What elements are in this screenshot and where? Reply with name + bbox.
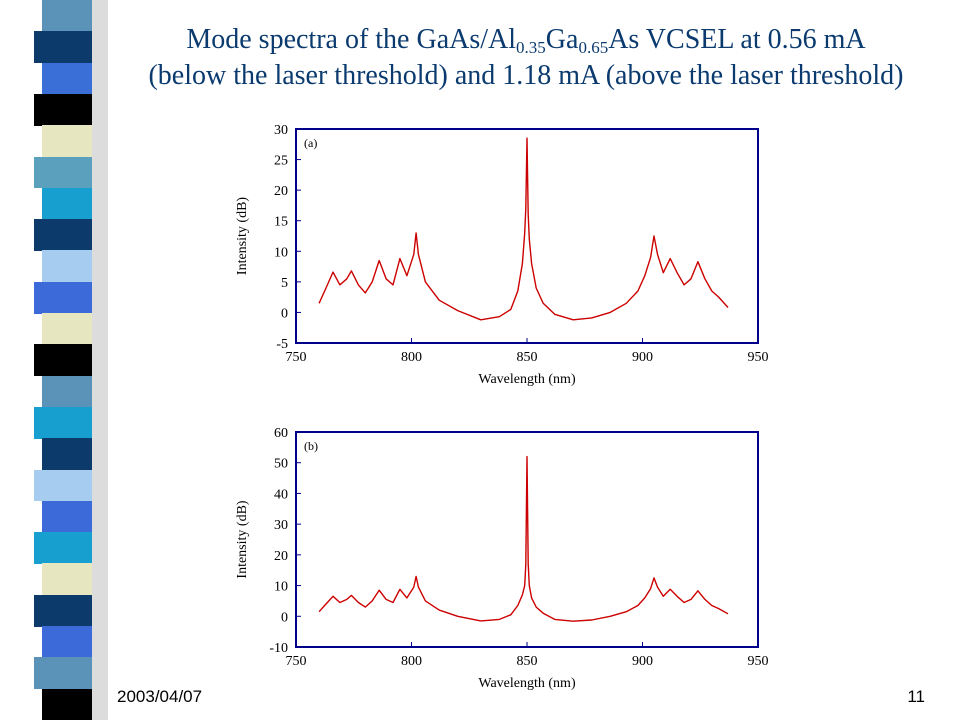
decorative-stripe	[34, 406, 92, 439]
decorative-stripe	[34, 31, 92, 64]
x-tick-label: 950	[748, 654, 769, 669]
decorative-stripe	[34, 281, 92, 314]
spectrum-line	[318, 137, 729, 321]
y-tick-label: 15	[274, 215, 288, 230]
title-line-1: Mode spectra of the GaAs/Al0.35Ga0.65As …	[186, 24, 866, 57]
x-tick-label: 750	[286, 654, 307, 669]
footer-date: 2003/04/07	[117, 687, 203, 706]
x-tick-label: 800	[401, 350, 422, 365]
y-tick-label: 50	[274, 457, 288, 472]
x-axis-title: Wavelength (nm)	[478, 372, 576, 387]
y-axis-title: Intensity (dB)	[235, 500, 250, 578]
x-tick-label: 750	[286, 350, 307, 365]
decorative-stripe	[34, 532, 92, 564]
panel-label: (b)	[304, 439, 318, 453]
decorative-stripe	[42, 62, 92, 95]
x-tick-label: 800	[401, 654, 422, 669]
y-tick-label: 40	[274, 487, 288, 502]
decorative-stripe-edge	[92, 0, 108, 720]
x-tick-label: 850	[517, 350, 538, 365]
x-axis-title: Wavelength (nm)	[478, 676, 576, 691]
page-number: 11	[907, 687, 925, 706]
x-tick-label: 950	[748, 350, 769, 365]
decorative-stripe	[42, 187, 92, 220]
panel-label: (a)	[304, 136, 317, 150]
y-tick-label: 0	[281, 610, 288, 625]
decorative-stripe	[42, 500, 92, 533]
y-tick-label: 10	[274, 580, 288, 595]
y-tick-label: 0	[281, 306, 288, 321]
y-tick-label: 25	[274, 154, 288, 169]
decorative-stripe	[42, 0, 92, 32]
decorative-stripe	[34, 657, 92, 690]
decorative-stripe	[34, 93, 92, 126]
y-tick-label: -10	[269, 641, 288, 656]
x-tick-label: 900	[632, 654, 653, 669]
decorative-stripe	[42, 250, 92, 283]
y-axis-title: Intensity (dB)	[235, 197, 250, 275]
decorative-stripe	[42, 688, 92, 720]
x-tick-label: 850	[517, 654, 538, 669]
y-tick-label: -5	[276, 337, 288, 352]
decorative-stripe	[42, 313, 92, 345]
decorative-stripe	[34, 594, 92, 627]
y-tick-label: 20	[274, 549, 288, 564]
decorative-stripe	[34, 156, 92, 189]
x-tick-label: 900	[632, 350, 653, 365]
decorative-stripe	[34, 344, 92, 377]
decorative-stripe-bar	[0, 0, 110, 720]
slide-title: Mode spectra of the GaAs/Al0.35Ga0.65As …	[92, 22, 960, 94]
decorative-stripe	[42, 563, 92, 596]
decorative-stripe	[42, 375, 92, 408]
decorative-stripe	[42, 438, 92, 471]
y-tick-label: 5	[281, 276, 288, 291]
title-line-2: (below the laser threshold) and 1.18 mA …	[148, 60, 904, 91]
decorative-stripe	[42, 626, 92, 658]
y-tick-label: 10	[274, 245, 288, 260]
spectrum-line	[318, 455, 729, 622]
decorative-stripe	[34, 219, 92, 251]
decorative-stripe	[42, 125, 92, 157]
y-tick-label: 20	[274, 184, 288, 199]
y-tick-label: 30	[274, 518, 288, 533]
decorative-stripe	[34, 469, 92, 502]
y-tick-label: 60	[274, 426, 288, 441]
y-tick-label: 30	[274, 123, 288, 138]
